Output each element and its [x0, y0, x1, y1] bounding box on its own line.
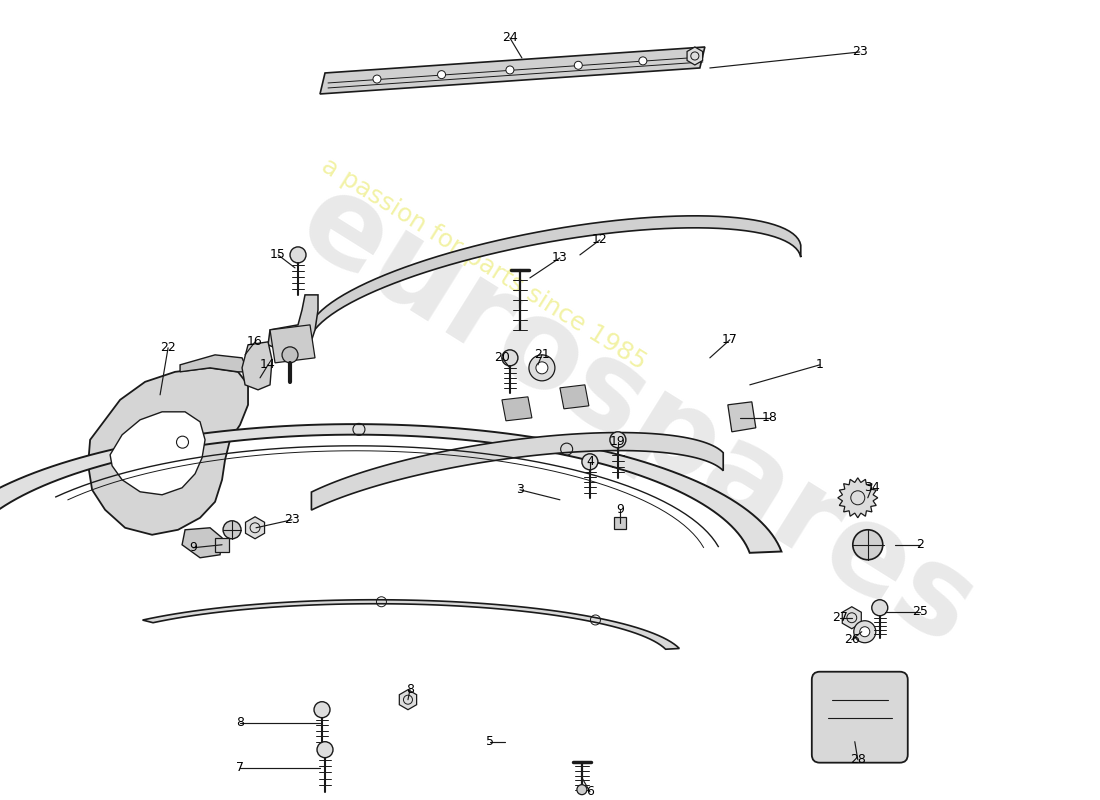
Circle shape — [639, 57, 647, 65]
Text: 2: 2 — [916, 538, 924, 551]
Polygon shape — [183, 528, 222, 558]
Text: 21: 21 — [534, 348, 550, 362]
Circle shape — [529, 355, 554, 381]
Circle shape — [536, 362, 548, 374]
Polygon shape — [268, 295, 318, 350]
Polygon shape — [309, 216, 801, 346]
Text: 26: 26 — [844, 634, 860, 646]
Circle shape — [317, 742, 333, 758]
Circle shape — [438, 70, 446, 78]
Text: 34: 34 — [864, 482, 880, 494]
Circle shape — [854, 621, 876, 642]
Circle shape — [502, 350, 518, 366]
Polygon shape — [270, 325, 315, 363]
Polygon shape — [688, 47, 703, 65]
Bar — [216, 538, 229, 552]
Text: 12: 12 — [592, 234, 608, 246]
Polygon shape — [728, 402, 756, 432]
Text: 28: 28 — [850, 753, 866, 766]
Text: 19: 19 — [610, 435, 626, 448]
Text: eurospares: eurospares — [279, 162, 997, 670]
Text: 15: 15 — [271, 248, 286, 262]
Polygon shape — [88, 368, 248, 534]
Polygon shape — [320, 47, 705, 94]
Polygon shape — [180, 355, 248, 372]
Text: a passion for parts since 1985: a passion for parts since 1985 — [317, 154, 651, 374]
Polygon shape — [242, 342, 272, 390]
Text: 23: 23 — [284, 514, 300, 526]
Polygon shape — [838, 478, 878, 518]
Text: 17: 17 — [722, 334, 738, 346]
Text: 9: 9 — [616, 503, 624, 516]
Circle shape — [860, 626, 870, 637]
Text: 3: 3 — [516, 483, 524, 496]
Text: 9: 9 — [189, 542, 197, 554]
Text: 4: 4 — [586, 455, 594, 468]
Circle shape — [314, 702, 330, 718]
Polygon shape — [560, 385, 588, 409]
Text: 22: 22 — [161, 342, 176, 354]
Circle shape — [852, 530, 883, 560]
Polygon shape — [843, 606, 861, 629]
Circle shape — [223, 521, 241, 538]
Bar — [614, 517, 626, 529]
Text: 18: 18 — [762, 411, 778, 424]
Text: 25: 25 — [912, 606, 927, 618]
Text: 20: 20 — [494, 351, 510, 364]
Circle shape — [872, 600, 888, 616]
Polygon shape — [311, 433, 723, 510]
Text: 27: 27 — [832, 611, 848, 624]
Text: 24: 24 — [502, 31, 518, 45]
Circle shape — [582, 454, 598, 470]
FancyBboxPatch shape — [812, 672, 907, 762]
Text: 23: 23 — [851, 46, 868, 58]
Text: 1: 1 — [816, 358, 824, 371]
Polygon shape — [0, 424, 781, 553]
Circle shape — [609, 432, 626, 448]
Circle shape — [576, 785, 587, 794]
Text: 7: 7 — [236, 761, 244, 774]
Text: 14: 14 — [261, 358, 276, 371]
Circle shape — [574, 62, 582, 70]
Circle shape — [373, 75, 381, 83]
Polygon shape — [399, 690, 417, 710]
Circle shape — [506, 66, 514, 74]
Text: 8: 8 — [406, 683, 414, 696]
Text: 8: 8 — [236, 716, 244, 729]
Text: 6: 6 — [586, 785, 594, 798]
Text: 13: 13 — [552, 251, 568, 264]
Text: 16: 16 — [248, 335, 263, 348]
Polygon shape — [502, 397, 532, 421]
Circle shape — [290, 247, 306, 263]
Text: 5: 5 — [486, 735, 494, 748]
Circle shape — [282, 347, 298, 363]
Polygon shape — [143, 600, 680, 650]
Polygon shape — [245, 517, 265, 538]
Polygon shape — [110, 412, 205, 494]
